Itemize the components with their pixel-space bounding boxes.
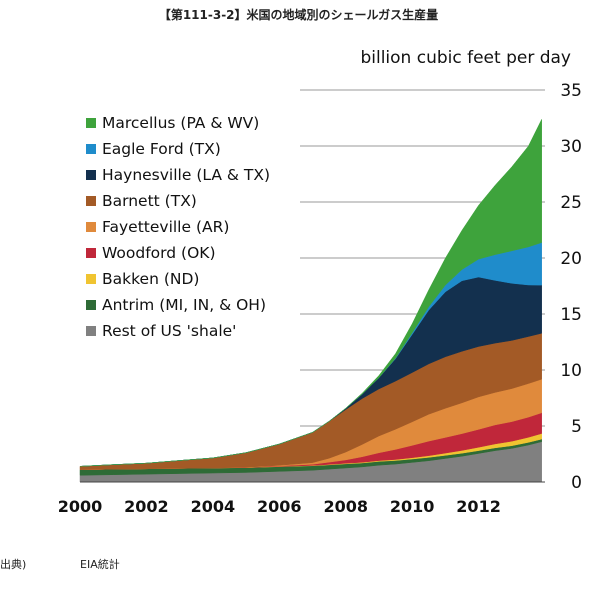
legend-item: Bakken (ND)	[86, 266, 270, 292]
source-label: 出典)	[0, 558, 27, 571]
legend-item: Woodford (OK)	[86, 240, 270, 266]
legend-swatch	[86, 248, 96, 258]
legend-label: Haynesville (LA & TX)	[102, 166, 271, 184]
source-text: EIA統計	[80, 558, 120, 571]
legend-label: Fayetteville (AR)	[102, 218, 230, 236]
x-tick-label: 2010	[390, 497, 435, 516]
chart-legend: Marcellus (PA & WV) Eagle Ford (TX) Haynes…	[86, 110, 270, 344]
legend-label: Bakken (ND)	[102, 270, 200, 288]
legend-label: Woodford (OK)	[102, 244, 216, 262]
legend-item: Haynesville (LA & TX)	[86, 162, 270, 188]
legend-swatch	[86, 196, 96, 206]
y-tick-label: 25	[560, 193, 582, 213]
legend-swatch	[86, 300, 96, 310]
legend-item: Eagle Ford (TX)	[86, 136, 270, 162]
y-axis-unit-label: billion cubic feet per day	[360, 48, 571, 68]
legend-swatch	[86, 274, 96, 284]
x-tick-label: 2012	[456, 497, 501, 516]
y-tick-label: 0	[571, 473, 582, 493]
x-tick-label: 2004	[191, 497, 236, 516]
legend-item: Marcellus (PA & WV)	[86, 110, 270, 136]
legend-swatch	[86, 170, 96, 180]
legend-item: Fayetteville (AR)	[86, 214, 270, 240]
x-tick-label: 2008	[323, 497, 368, 516]
y-tick-label: 20	[560, 249, 582, 269]
legend-label: Barnett (TX)	[102, 192, 197, 210]
legend-swatch	[86, 144, 96, 154]
legend-label: Eagle Ford (TX)	[102, 140, 221, 158]
figure-title: 【第111-3-2】米国の地域別のシェールガス生産量	[158, 8, 439, 22]
y-tick-label: 35	[560, 81, 582, 101]
legend-item: Rest of US 'shale'	[86, 318, 270, 344]
y-tick-label: 30	[560, 137, 582, 157]
legend-item: Barnett (TX)	[86, 188, 270, 214]
legend-label: Marcellus (PA & WV)	[102, 114, 260, 132]
y-tick-label: 5	[571, 417, 582, 437]
legend-swatch	[86, 326, 96, 336]
legend-label: Rest of US 'shale'	[102, 322, 237, 340]
y-tick-label: 15	[560, 305, 582, 325]
legend-item: Antrim (MI, IN, & OH)	[86, 292, 270, 318]
y-tick-label: 10	[560, 361, 582, 381]
area-marcellus-pa-wv	[79, 119, 542, 467]
legend-label: Antrim (MI, IN, & OH)	[102, 296, 266, 314]
x-tick-label: 2000	[58, 497, 103, 516]
x-tick-label: 2006	[257, 497, 302, 516]
legend-swatch	[86, 118, 96, 128]
x-tick-label: 2002	[124, 497, 169, 516]
legend-swatch	[86, 222, 96, 232]
